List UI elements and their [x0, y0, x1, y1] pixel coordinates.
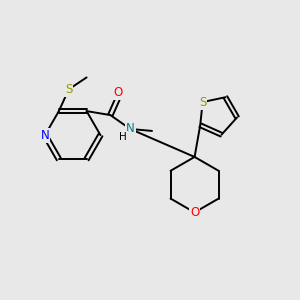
- Text: N: N: [40, 129, 50, 142]
- Text: N: N: [126, 122, 135, 135]
- Text: O: O: [114, 86, 123, 99]
- Text: H: H: [119, 132, 127, 142]
- Text: S: S: [199, 96, 206, 109]
- Text: O: O: [190, 206, 199, 219]
- Text: S: S: [65, 83, 72, 96]
